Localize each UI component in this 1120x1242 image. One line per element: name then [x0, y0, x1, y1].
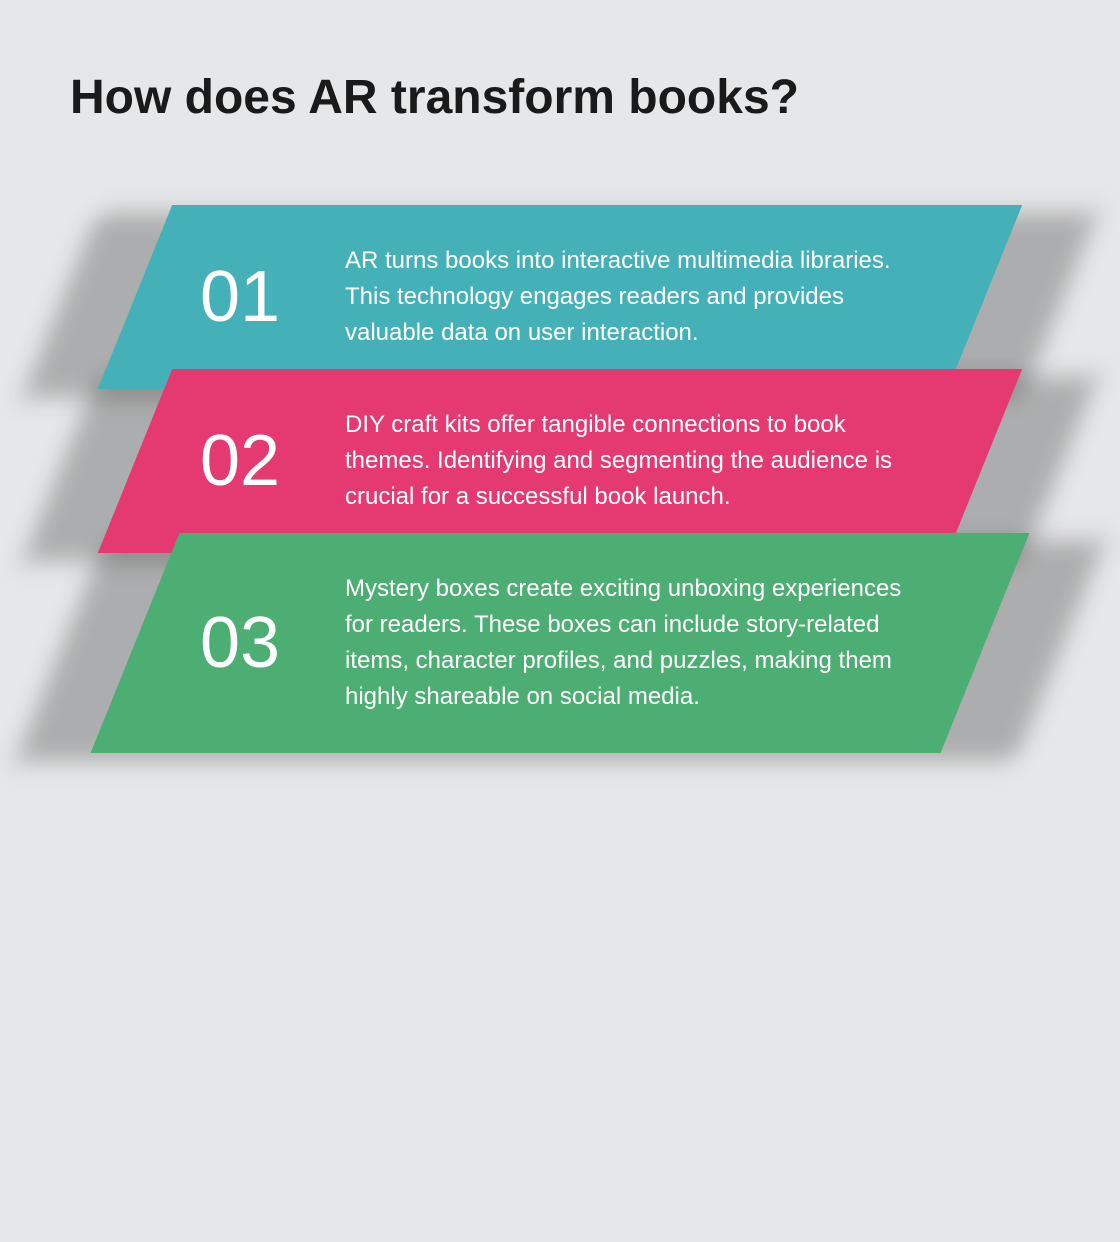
panel-02-text: DIY craft kits offer tangible connection…	[345, 407, 935, 515]
panel-03: 03 Mystery boxes create exciting unboxin…	[60, 533, 1060, 753]
page-title: How does AR transform books?	[60, 70, 1060, 125]
panel-01-number: 01	[185, 256, 295, 338]
panel-03-body: 03 Mystery boxes create exciting unboxin…	[91, 533, 1030, 753]
panel-01-text: AR turns books into interactive multimed…	[345, 243, 935, 351]
panel-03-text: Mystery boxes create exciting unboxing e…	[345, 571, 935, 715]
panel-02: 02 DIY craft kits offer tangible connect…	[60, 369, 1060, 553]
panel-01-body: 01 AR turns books into interactive multi…	[98, 205, 1022, 389]
panel-01: 01 AR turns books into interactive multi…	[60, 205, 1060, 389]
panels-container: 01 AR turns books into interactive multi…	[60, 205, 1060, 733]
panel-02-body: 02 DIY craft kits offer tangible connect…	[98, 369, 1022, 553]
panel-02-number: 02	[185, 420, 295, 502]
panel-03-number: 03	[185, 602, 295, 684]
